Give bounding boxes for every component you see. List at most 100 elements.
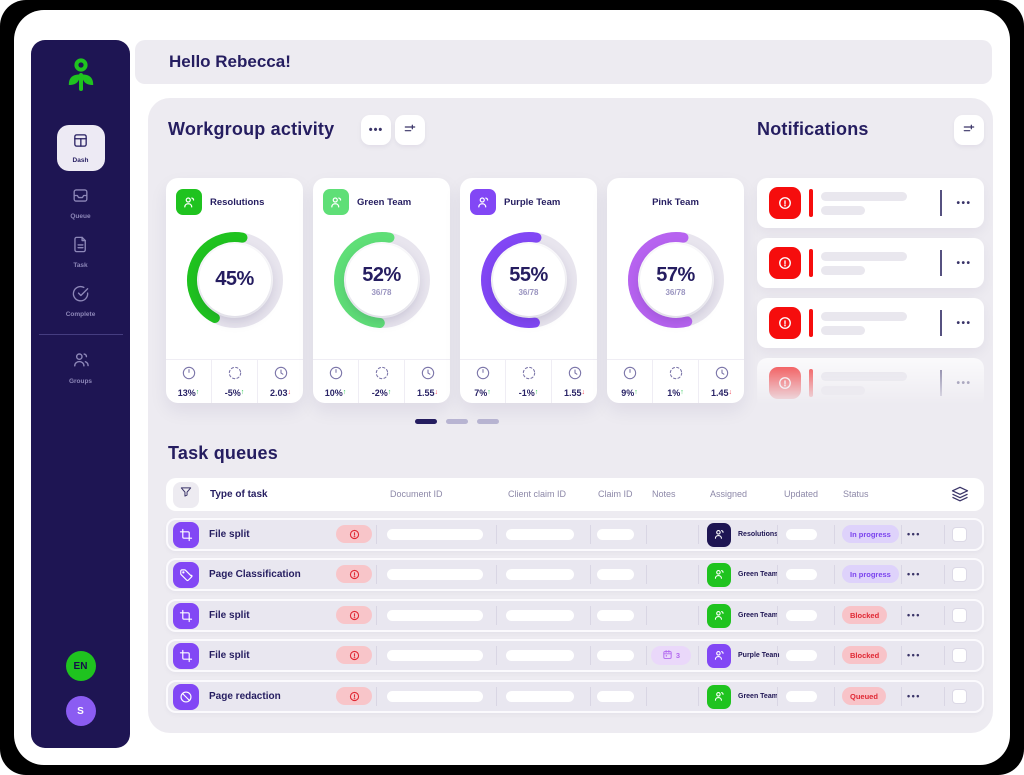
table-row[interactable]: File split 3 Purple Team <box>166 639 984 672</box>
workgroup-card-resolutions[interactable]: Resolutions 45% <box>166 178 303 403</box>
column-header-type[interactable]: Type of task <box>210 489 268 500</box>
table-row[interactable]: Page Classification Green Team In progre… <box>166 558 984 591</box>
notifications-filter-button[interactable] <box>954 115 984 145</box>
progress-donut: 45% <box>183 228 287 332</box>
carousel-dash[interactable] <box>477 419 499 424</box>
workgroup-card-green-team[interactable]: Green Team 52% 36/78 <box>313 178 450 403</box>
column-header-status[interactable]: Status <box>843 489 869 499</box>
row-checkbox[interactable] <box>952 688 967 704</box>
client-claim-id-skeleton <box>506 691 574 702</box>
stat-cell: 1.55↓ <box>404 360 450 403</box>
clock-icon <box>567 365 583 386</box>
clock-icon <box>420 365 436 386</box>
table-row[interactable]: File split Resolutions In progress ••• <box>166 518 984 551</box>
row-checkbox[interactable] <box>952 647 967 663</box>
layers-icon[interactable] <box>950 484 970 509</box>
divider <box>940 250 942 276</box>
row-menu-button[interactable]: ••• <box>907 650 921 660</box>
column-header-claim[interactable]: Claim ID <box>598 489 633 499</box>
skeleton-line <box>821 386 865 395</box>
donut-percent: 52% <box>362 263 401 286</box>
crop-icon <box>173 602 199 629</box>
row-menu-button[interactable]: ••• <box>907 691 921 701</box>
language-badge[interactable]: EN <box>65 651 96 681</box>
skeleton-line <box>821 266 865 275</box>
notification-menu-button[interactable]: ••• <box>956 317 972 329</box>
notification-item[interactable]: ••• <box>757 358 984 408</box>
column-header-document[interactable]: Document ID <box>390 489 443 499</box>
sidebar-item-queue[interactable]: Queue <box>70 186 91 220</box>
notes-badge[interactable]: 3 <box>651 645 691 665</box>
claim-id-skeleton <box>597 529 634 540</box>
clock-dashed-icon <box>227 365 243 386</box>
task-type: Page Classification <box>209 569 301 580</box>
column-header-assigned[interactable]: Assigned <box>710 489 748 499</box>
column-header-notes[interactable]: Notes <box>652 489 676 499</box>
workgroup-card-pink-team[interactable]: Pink Team 57% 36/78 <box>607 178 744 403</box>
main-panel: Workgroup activity ••• Notifications <box>148 98 993 733</box>
document-icon <box>71 235 90 259</box>
funnel-icon <box>179 485 193 504</box>
workgroup-card-purple-team[interactable]: Purple Team 55% 36/78 <box>460 178 597 403</box>
notification-item[interactable]: ••• <box>757 298 984 348</box>
sidebar-item-dash[interactable]: Dash <box>56 125 105 171</box>
workgroup-filter-button[interactable] <box>395 115 425 145</box>
sidebar-item-complete[interactable]: Complete <box>66 284 95 318</box>
status-badge: In progress <box>842 525 899 543</box>
task-type: Page redaction <box>209 691 281 702</box>
carousel-dash[interactable] <box>415 419 437 424</box>
task-queues-title: Task queues <box>168 443 278 463</box>
row-checkbox[interactable] <box>952 526 967 542</box>
people-icon <box>71 350 91 375</box>
document-id-skeleton <box>387 691 483 702</box>
column-header-updated[interactable]: Updated <box>784 489 819 499</box>
donut-percent: 55% <box>509 263 548 286</box>
donut-percent: 57% <box>656 263 695 286</box>
row-menu-button[interactable]: ••• <box>907 529 921 539</box>
task-type: File split <box>209 529 250 540</box>
inbox-icon <box>71 186 90 210</box>
slash-circle-icon <box>173 683 199 710</box>
assigned-team-name: Resolutions <box>738 531 779 538</box>
team-icon <box>176 189 202 215</box>
table-row[interactable]: File split Green Team Blocked ••• <box>166 599 984 632</box>
status-badge: Queued <box>842 687 886 705</box>
user-avatar[interactable]: S <box>65 696 96 726</box>
team-name: Resolutions <box>210 196 265 208</box>
stat-cell: 7%↑ <box>460 360 505 403</box>
client-claim-id-skeleton <box>506 529 574 540</box>
sidebar-item-task[interactable]: Task <box>71 235 90 269</box>
table-filter-button[interactable] <box>173 481 199 508</box>
client-claim-id-skeleton <box>506 569 574 580</box>
column-header-client-claim[interactable]: Client claim ID <box>508 489 567 499</box>
stat-cell: 1.45↓ <box>698 360 744 403</box>
crop-icon <box>173 642 199 669</box>
clock-dashed-icon <box>521 365 537 386</box>
greeting-banner: Hello Rebecca! <box>135 40 992 84</box>
priority-bar <box>809 189 813 217</box>
team-name: Green Team <box>357 196 412 208</box>
table-row[interactable]: Page redaction Green Team Queued ••• <box>166 680 984 713</box>
sidebar: Dash Queue Task <box>31 40 130 748</box>
sidebar-item-groups[interactable]: Groups <box>69 350 92 385</box>
filter-lines-icon <box>961 121 977 140</box>
workgroup-menu-button[interactable]: ••• <box>361 115 391 145</box>
notification-item[interactable]: ••• <box>757 238 984 288</box>
notification-item[interactable]: ••• <box>757 178 984 228</box>
row-menu-button[interactable]: ••• <box>907 569 921 579</box>
sidebar-item-label: Queue <box>70 213 91 220</box>
stat-cell: -1%↑ <box>505 360 551 403</box>
updated-skeleton <box>786 691 817 702</box>
row-menu-button[interactable]: ••• <box>907 610 921 620</box>
stat-cell: 1%↑ <box>652 360 698 403</box>
notification-menu-button[interactable]: ••• <box>956 257 972 269</box>
stat-cell: -2%↑ <box>358 360 404 403</box>
assigned-team-name: Green Team <box>738 612 778 619</box>
row-checkbox[interactable] <box>952 566 967 582</box>
carousel-dash[interactable] <box>446 419 468 424</box>
clock-stub-icon <box>475 365 491 386</box>
row-checkbox[interactable] <box>952 607 967 623</box>
notification-menu-button[interactable]: ••• <box>956 197 972 209</box>
notification-menu-button[interactable]: ••• <box>956 377 972 389</box>
alert-icon <box>769 367 801 399</box>
